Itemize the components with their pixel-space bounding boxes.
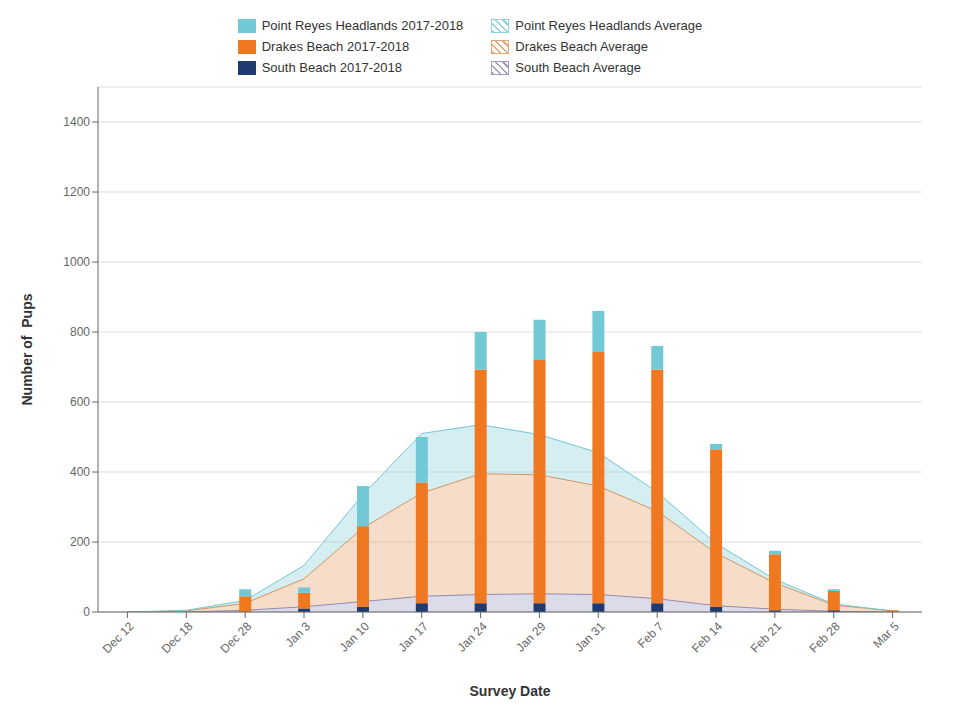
svg-text:Jan 10: Jan 10 (337, 619, 373, 655)
svg-text:200: 200 (70, 535, 90, 549)
svg-text:Dec 28: Dec 28 (218, 619, 255, 656)
svg-text:Feb 28: Feb 28 (807, 619, 844, 656)
svg-text:Jan 31: Jan 31 (572, 619, 608, 655)
svg-text:Dec 12: Dec 12 (100, 619, 137, 656)
html-text:South Beach 2017-2018: South Beach 2017-2018 (261, 60, 402, 75)
svg-text:Jan 3: Jan 3 (283, 619, 314, 650)
svg-text:800: 800 (70, 325, 90, 339)
svg-text:Feb 7: Feb 7 (635, 619, 667, 651)
svg-text:Mar 5: Mar 5 (870, 619, 902, 651)
svg-text:Dec 18: Dec 18 (159, 619, 196, 656)
svg-text:1200: 1200 (63, 185, 90, 199)
svg-text:Feb 21: Feb 21 (748, 619, 785, 656)
svg-text:Jan 24: Jan 24 (454, 619, 490, 655)
svg-text:Jan 29: Jan 29 (513, 619, 549, 655)
svg-text:0: 0 (83, 605, 90, 619)
svg-text:600: 600 (70, 395, 90, 409)
svg-text:1400: 1400 (63, 115, 90, 129)
svg-text:Survey Date: Survey Date (470, 683, 551, 699)
svg-text:1000: 1000 (63, 255, 90, 269)
html-text:Drakes Beach Average: Drakes Beach Average (515, 39, 649, 54)
html-text:Drakes Beach 2017-2018: Drakes Beach 2017-2018 (261, 39, 410, 54)
svg-text:Number of Pups: Number of Pups (19, 293, 35, 405)
svg-text:Jan 17: Jan 17 (396, 619, 432, 655)
html-text:South Beach Average: South Beach Average (515, 60, 641, 75)
svg-text:Feb 14: Feb 14 (689, 619, 726, 656)
svg-text:400: 400 (70, 465, 90, 479)
html-text:Point Reyes Headlands Average: Point Reyes Headlands Average (515, 18, 703, 33)
html-text:Point Reyes Headlands 2017-201: Point Reyes Headlands 2017-2018 (261, 18, 464, 33)
